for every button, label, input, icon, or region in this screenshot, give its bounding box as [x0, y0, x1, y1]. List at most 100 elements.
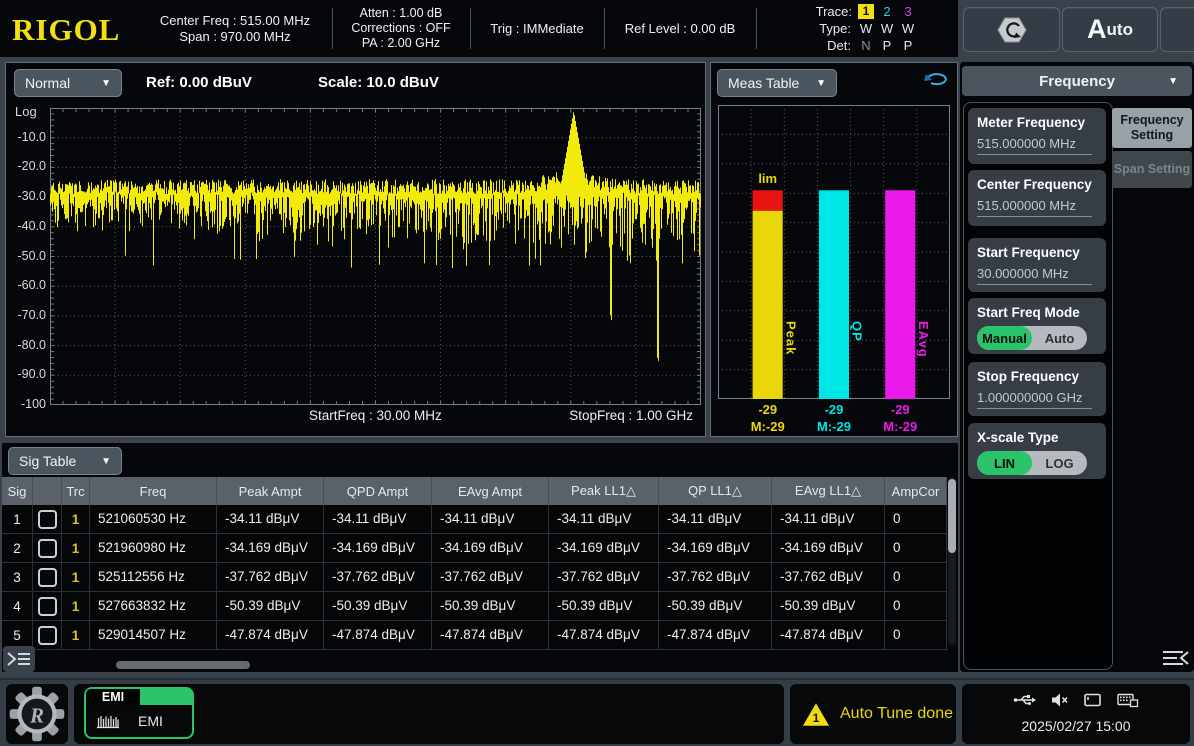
- continuous-sweep-icon[interactable]: [923, 71, 951, 89]
- row-checkbox[interactable]: [37, 625, 57, 645]
- card-label: Stop Frequency: [977, 369, 1080, 384]
- trace-legend: Trace: 1 2 3 Type: W W W Det: N P P: [780, 3, 920, 54]
- divider: [332, 8, 333, 49]
- table-cell: -37.762 dBμV: [772, 563, 885, 591]
- trace-number-cell: 1: [62, 505, 90, 533]
- sig-table-value: Sig Table: [19, 453, 77, 469]
- meas-table-dropdown[interactable]: Meas Table ▼: [717, 69, 837, 97]
- row-checkbox[interactable]: [37, 509, 57, 529]
- table-vertical-scrollbar-track[interactable]: [948, 477, 956, 645]
- table-cell: -47.874 dBμV: [432, 621, 549, 649]
- preset-button[interactable]: [963, 7, 1060, 52]
- meter-frequency-card[interactable]: Meter Frequency 515.000000 MHz: [968, 108, 1106, 164]
- stop-frequency-card[interactable]: Stop Frequency 1.000000000 GHz: [968, 362, 1106, 416]
- partial-button[interactable]: [1160, 7, 1194, 52]
- bar-value-label: -29: [824, 402, 844, 417]
- trace2-det: P: [882, 38, 892, 53]
- rigol-gear-tile[interactable]: R: [6, 684, 68, 744]
- emi-mode-card[interactable]: EMI EMI: [84, 687, 194, 739]
- notification-text: Auto Tune done: [840, 705, 953, 722]
- table-row[interactable]: 5 1 529014507 Hz -47.874 dBμV -47.874 dBμV -4…: [2, 621, 947, 650]
- top-status-bar: RIGOL Center Freq : 515.00 MHz Span : 97…: [0, 0, 958, 57]
- toggle-option-log[interactable]: LOG: [1045, 455, 1074, 471]
- table-cell: -47.874 dBμV: [324, 621, 432, 649]
- y-axis-tick-label: -40.0: [17, 218, 47, 233]
- spectrum-trace: [50, 112, 701, 361]
- table-row[interactable]: 3 1 525112556 Hz -37.762 dBμV -37.762 dBμV -3…: [2, 563, 947, 592]
- tab-frequency-setting[interactable]: Frequency Setting: [1112, 108, 1192, 148]
- menu-title: Frequency: [1039, 72, 1115, 90]
- checkbox-cell: [33, 534, 62, 562]
- view-mode-value: Normal: [25, 75, 71, 91]
- row-checkbox[interactable]: [37, 538, 57, 558]
- table-vertical-scrollbar-handle[interactable]: [948, 479, 956, 553]
- menu-title-dropdown[interactable]: Frequency ▼: [962, 66, 1192, 96]
- table-cell: -50.39 dBμV: [772, 592, 885, 620]
- table-cell: 0: [885, 621, 947, 649]
- view-mode-dropdown[interactable]: Normal ▼: [14, 69, 122, 97]
- column-header: AmpCor: [885, 477, 947, 505]
- tab-span-setting[interactable]: Span Setting: [1112, 151, 1192, 188]
- checkbox-cell: [33, 505, 62, 533]
- table-expand-icon[interactable]: [3, 646, 35, 672]
- trace1-det: N: [861, 38, 871, 53]
- emi-mode-tab[interactable]: EMI: [86, 689, 140, 705]
- bar-value-label: -29: [890, 402, 910, 417]
- column-header: EAvg Ampt: [432, 477, 549, 505]
- table-cell: -37.762 dBμV: [217, 563, 324, 591]
- x-scale-toggle[interactable]: LIN LOG: [977, 451, 1087, 475]
- toggle-option-auto[interactable]: Auto: [1044, 330, 1075, 346]
- table-cell: -34.11 dBμV: [432, 505, 549, 533]
- notification-section[interactable]: 1 Auto Tune done: [790, 684, 956, 744]
- menu-collapse-icon[interactable]: [1160, 648, 1190, 668]
- table-cell: -50.39 dBμV: [432, 592, 549, 620]
- trace3-badge: 3: [904, 4, 912, 19]
- center-frequency-card[interactable]: Center Frequency 515.000000 MHz: [968, 170, 1106, 226]
- card-value: 515.000000 MHz: [977, 136, 1093, 155]
- table-cell: -47.874 dBμV: [217, 621, 324, 649]
- trace2-type: W: [880, 21, 894, 36]
- meas-table-value: Meas Table: [728, 75, 800, 91]
- notification-count: 1: [813, 710, 820, 724]
- limit-label: lim: [758, 171, 778, 187]
- table-cell: -47.874 dBμV: [659, 621, 772, 649]
- signal-table-body: 1 1 521060530 Hz -34.11 dBμV -34.11 dBμV -34.…: [2, 505, 947, 650]
- auto-button-rest: uto: [1106, 19, 1133, 39]
- detector-bar-chart: [718, 105, 950, 399]
- bar-category-label: EAvg: [915, 321, 931, 358]
- spectrum-panel: Normal ▼ Ref: 0.00 dBuV Scale: 10.0 dBuV…: [5, 62, 706, 437]
- tab-label: Span Setting: [1113, 162, 1191, 176]
- table-cell: -34.11 dBμV: [659, 505, 772, 533]
- table-row[interactable]: 2 1 521960980 Hz -34.169 dBμV -34.169 dBμV -3…: [2, 534, 947, 563]
- y-axis-type-label: Log: [15, 104, 37, 119]
- trace3-type: W: [901, 21, 915, 36]
- divider: [756, 8, 757, 49]
- table-cell: -34.169 dBμV: [324, 534, 432, 562]
- start-frequency-card[interactable]: Start Frequency 30.000000 MHz: [968, 238, 1106, 292]
- card-value: 515.000000 MHz: [977, 198, 1093, 217]
- table-horizontal-scrollbar[interactable]: [116, 661, 250, 669]
- table-row[interactable]: 1 1 521060530 Hz -34.11 dBμV -34.11 dBμV -34.…: [2, 505, 947, 534]
- ref-level-readout-block: Ref Level : 0.00 dB: [606, 0, 754, 57]
- row-checkbox[interactable]: [37, 567, 57, 587]
- center-freq-readout: Center Freq : 515.00 MHz: [159, 12, 311, 28]
- row-number: 5: [2, 621, 33, 649]
- atten-readout-block: Atten : 1.00 dB Corrections : OFF PA : 2…: [334, 0, 468, 57]
- table-cell: 521060530 Hz: [90, 505, 217, 533]
- preamp-readout: PA : 2.00 GHz: [361, 36, 441, 50]
- row-checkbox[interactable]: [37, 596, 57, 616]
- trace-label: Trace:: [815, 4, 852, 19]
- checkbox-cell: [33, 592, 62, 620]
- toggle-option-manual[interactable]: Manual: [977, 326, 1032, 350]
- start-freq-mode-toggle[interactable]: Manual Auto: [977, 326, 1087, 350]
- system-status-section[interactable]: 2025/02/27 15:00: [962, 684, 1190, 744]
- table-cell: -34.169 dBμV: [659, 534, 772, 562]
- table-row[interactable]: 4 1 527663832 Hz -50.39 dBμV -50.39 dBμV -50.…: [2, 592, 947, 621]
- mode-tabs-section: EMI EMI: [74, 684, 784, 744]
- table-cell: 0: [885, 534, 947, 562]
- sig-table-dropdown[interactable]: Sig Table ▼: [8, 447, 122, 475]
- toggle-option-lin[interactable]: LIN: [977, 451, 1032, 475]
- svg-text:R: R: [29, 703, 44, 727]
- table-cell: -50.39 dBμV: [324, 592, 432, 620]
